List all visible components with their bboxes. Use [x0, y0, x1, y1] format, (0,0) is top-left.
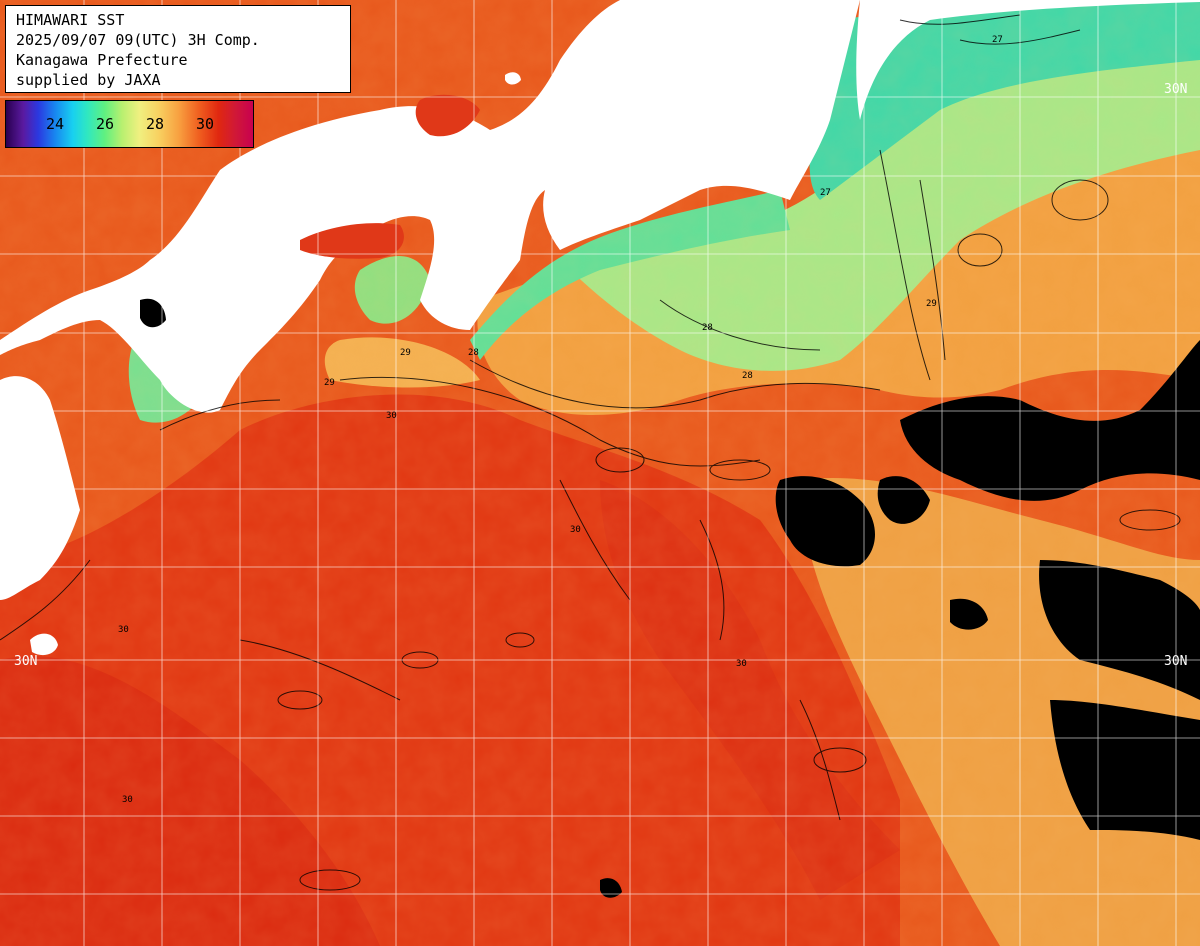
contour-lines	[0, 14, 1181, 891]
region-label: Kanagawa Prefecture	[16, 51, 188, 69]
coastal-hot-strip-1	[300, 223, 404, 259]
contour-label: 30	[570, 525, 581, 535]
land-honshu	[0, 0, 860, 413]
land-island-small-1	[30, 633, 58, 656]
land-kyushu-shikoku	[0, 376, 80, 600]
scale-label-24: 24	[46, 115, 65, 133]
contour-label: 28	[702, 323, 713, 333]
lat-label-30n-west: 30N	[14, 654, 38, 669]
lat-label-30n-east: 30N	[1164, 654, 1188, 669]
contour-label: 30	[122, 795, 133, 805]
coastal-hot-strip-2	[415, 94, 480, 137]
contour-label: 30	[118, 625, 129, 635]
color-scale-bar: 24 26 28 30	[5, 100, 254, 148]
contour-label: 29	[926, 299, 937, 309]
supplier-label: supplied by JAXA	[16, 71, 161, 89]
contour-label: 29	[324, 378, 335, 388]
contour-label: 28	[468, 348, 479, 358]
contour-label: 28	[742, 371, 753, 381]
scale-label-28: 28	[146, 115, 165, 133]
contour-label: 30	[386, 411, 397, 421]
scale-label-26: 26	[96, 115, 115, 133]
contour-label: 30	[736, 659, 747, 669]
timestamp: 2025/09/07 09(UTC) 3H Comp.	[16, 31, 260, 49]
land-northeast	[856, 0, 1200, 120]
scale-label-30: 30	[196, 115, 215, 133]
land-island-small-2	[505, 72, 521, 85]
contour-label: 27	[992, 35, 1003, 45]
product-title: HIMAWARI SST	[16, 11, 125, 29]
lat-label-30n-northeast: 30N	[1164, 82, 1188, 97]
contour-label: 29	[400, 348, 411, 358]
cloud-mask	[140, 298, 1200, 898]
contour-label: 27	[820, 188, 831, 198]
title-box: HIMAWARI SST 2025/09/07 09(UTC) 3H Comp.…	[5, 5, 351, 93]
